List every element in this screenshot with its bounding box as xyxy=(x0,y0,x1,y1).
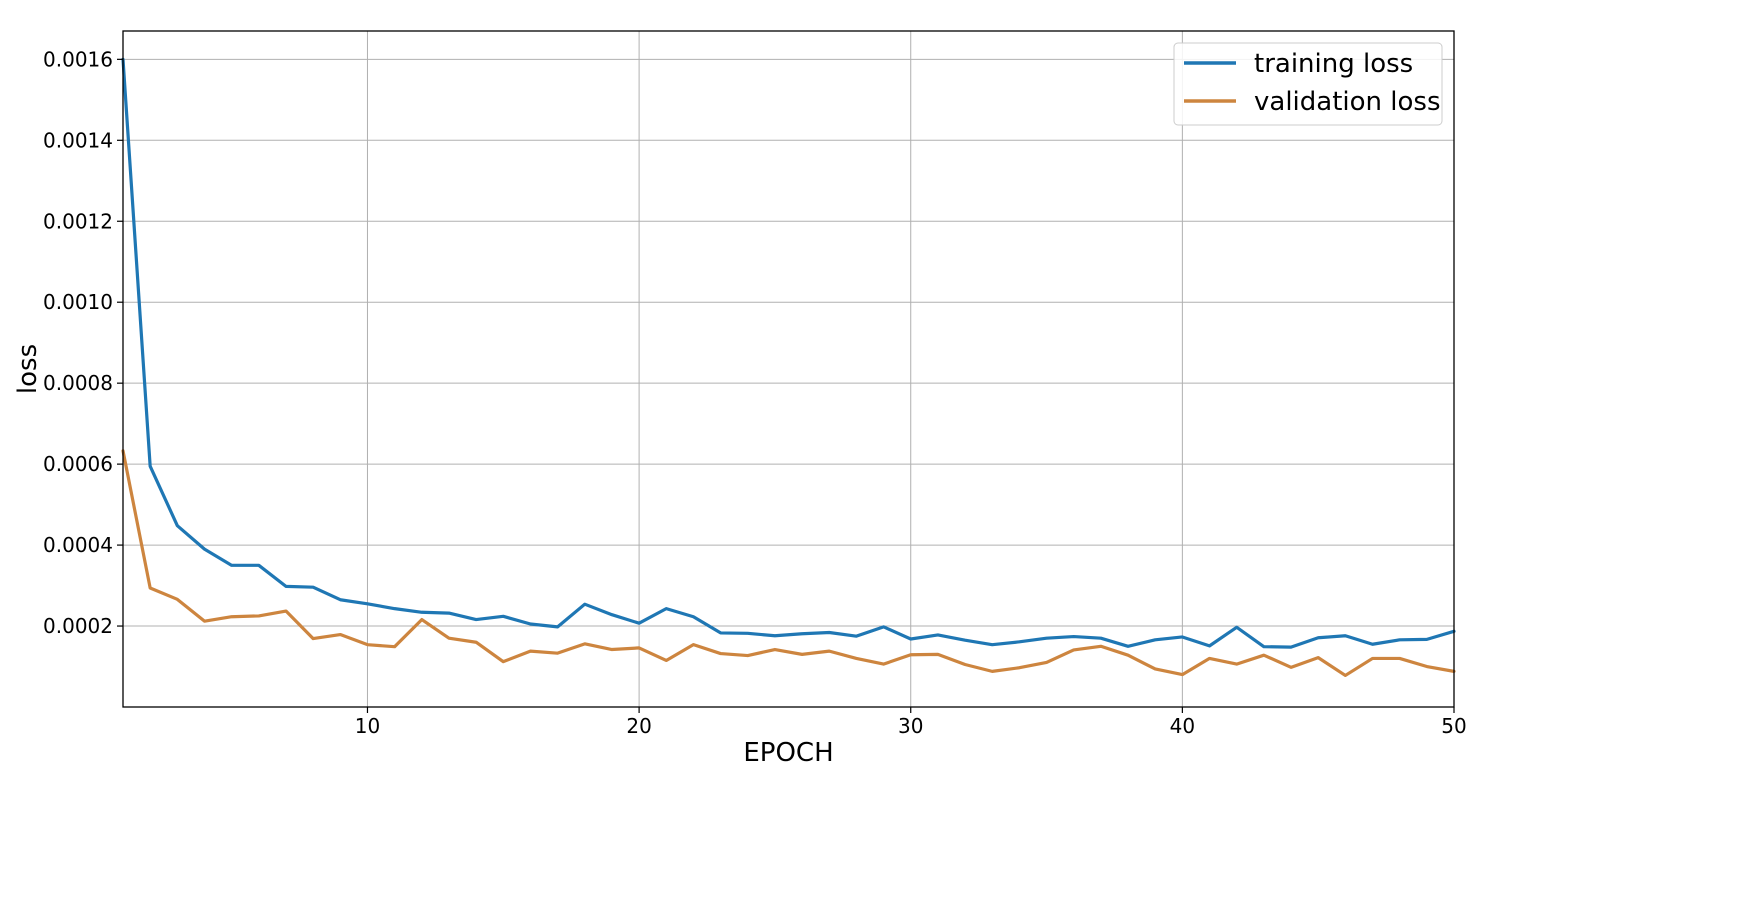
y-tick-label: 0.0004 xyxy=(43,533,113,557)
y-tick-label: 0.0008 xyxy=(43,371,113,395)
y-tick-label: 0.0002 xyxy=(43,614,113,638)
series-line-training-loss xyxy=(121,57,1456,649)
y-tick-label: 0.0014 xyxy=(43,128,113,152)
x-tick-label: 10 xyxy=(355,714,380,738)
legend: training loss validation loss xyxy=(1173,42,1443,126)
y-tick-label: 0.0010 xyxy=(43,290,113,314)
legend-label-validation-loss: validation loss xyxy=(1254,87,1441,117)
x-axis-label: EPOCH xyxy=(743,738,833,768)
x-axis-ticks: 10 20 30 40 50 xyxy=(355,707,1467,738)
y-tick-label: 0.0012 xyxy=(43,209,113,233)
legend-box xyxy=(1173,42,1443,126)
legend-label-training-loss: training loss xyxy=(1254,49,1413,79)
x-tick-label: 50 xyxy=(1441,714,1466,738)
grid xyxy=(123,31,1455,707)
y-tick-label: 0.0016 xyxy=(43,47,113,71)
plot-frame xyxy=(122,30,1455,708)
x-tick-label: 30 xyxy=(898,714,923,738)
series-line-validation-loss xyxy=(121,449,1456,678)
y-tick-label: 0.0006 xyxy=(43,452,113,476)
x-tick-label: 40 xyxy=(1170,714,1195,738)
series-lines xyxy=(121,57,1456,678)
y-axis-label: loss xyxy=(13,344,43,394)
x-tick-label: 20 xyxy=(626,714,651,738)
y-axis-ticks: 0.0002 0.0004 0.0006 0.0008 0.0010 0.0012 0.00… xyxy=(43,47,123,638)
